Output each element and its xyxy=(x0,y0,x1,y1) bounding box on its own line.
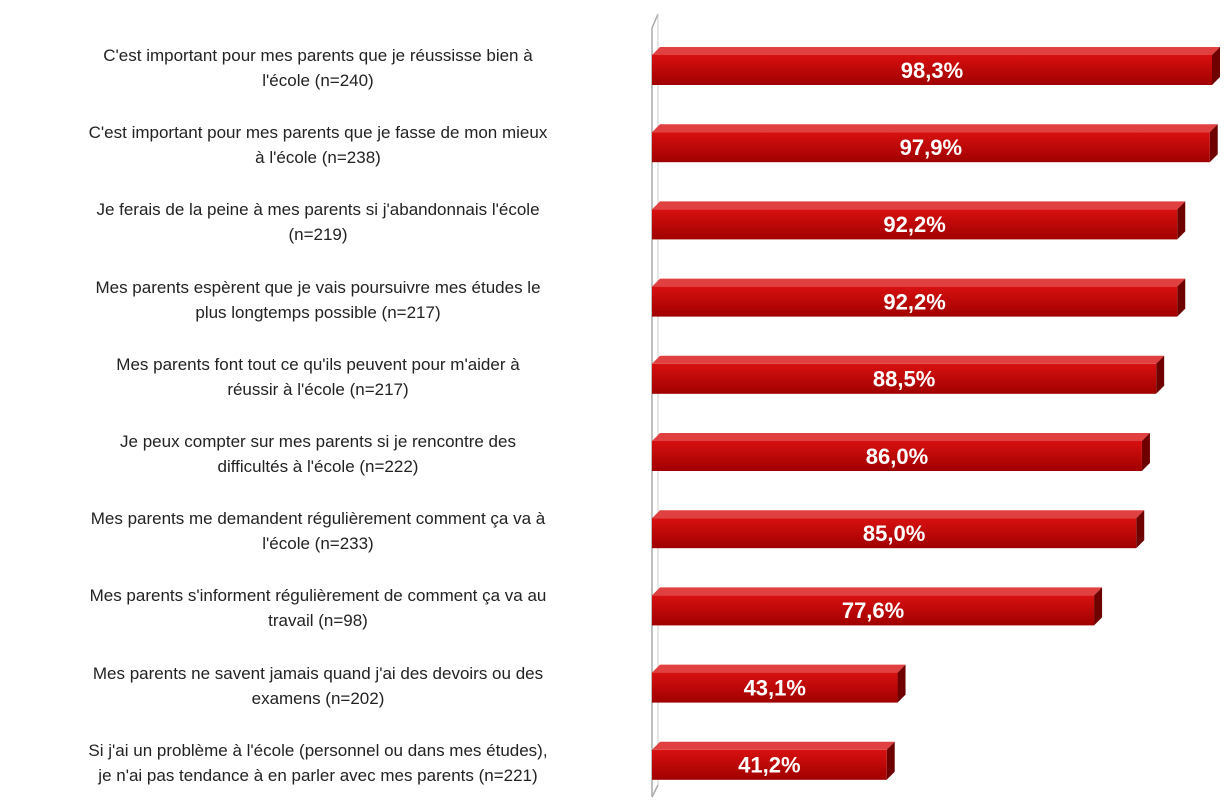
value-label: 92,2% xyxy=(883,212,945,237)
bar-side xyxy=(1141,433,1150,471)
category-label: Je peux compter sur mes parents si je re… xyxy=(120,432,516,476)
category-label: Mes parents espèrent que je vais poursui… xyxy=(95,277,541,322)
bar-side xyxy=(1177,201,1186,240)
bar-side xyxy=(1177,278,1186,317)
category-label: Mes parents s'informent régulièrement de… xyxy=(89,586,547,631)
category-label: C'est important pour mes parents que je … xyxy=(103,46,533,90)
category-label: Mes parents ne savent jamais quand j'ai … xyxy=(92,663,544,708)
bar-top xyxy=(652,47,1220,55)
value-label: 88,5% xyxy=(873,367,935,392)
bar-side xyxy=(1136,510,1145,549)
axis-depth xyxy=(651,13,659,29)
bar-side xyxy=(897,664,906,703)
bar xyxy=(652,672,898,703)
bar-top xyxy=(652,201,1186,210)
bar xyxy=(652,132,1210,163)
bar xyxy=(652,363,1157,394)
category-label: C'est important pour mes parents que je … xyxy=(88,123,548,168)
value-label: 98,3% xyxy=(901,58,963,83)
bar-top xyxy=(652,664,906,673)
bar xyxy=(652,749,887,780)
value-label: 77,6% xyxy=(842,598,904,623)
bar-side xyxy=(1094,587,1103,626)
value-label: 85,0% xyxy=(863,521,925,546)
bar-top xyxy=(652,124,1218,133)
bar xyxy=(652,518,1137,549)
category-label: Mes parents me demandent régulièrement c… xyxy=(90,509,546,554)
category-label: Je ferais de la peine à mes parents si j… xyxy=(96,200,540,245)
axis-depth xyxy=(651,784,659,798)
bar-top xyxy=(652,355,1165,364)
value-label: 86,0% xyxy=(866,444,928,469)
bar-side xyxy=(1156,355,1165,394)
value-label: 97,9% xyxy=(900,135,962,160)
value-label: 41,2% xyxy=(738,753,800,778)
category-label: Mes parents font tout ce qu'ils peuvent … xyxy=(116,354,520,399)
value-label: 92,2% xyxy=(883,289,945,314)
bar-side xyxy=(886,741,895,780)
value-label: 43,1% xyxy=(744,675,806,700)
bar-side xyxy=(1212,47,1220,85)
bar-top xyxy=(652,510,1145,519)
bar-top xyxy=(652,741,895,750)
bar xyxy=(652,441,1142,471)
bar xyxy=(652,55,1212,85)
bar xyxy=(652,595,1095,626)
bar xyxy=(652,209,1178,240)
bar-top xyxy=(652,278,1186,287)
bar xyxy=(652,286,1178,317)
bar-top xyxy=(652,587,1103,596)
bar-side xyxy=(1209,124,1218,163)
bar-top xyxy=(652,433,1150,441)
category-label: Si j'ai un problème à l'école (personnel… xyxy=(88,740,548,785)
